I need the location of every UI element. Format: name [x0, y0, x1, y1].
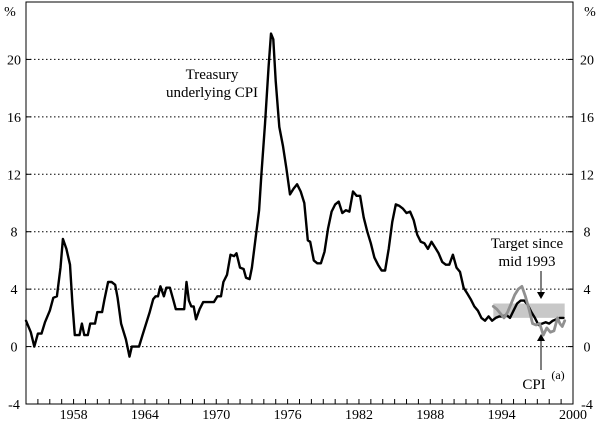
series-layer — [24, 32, 567, 358]
x-tick-label-1958: 1958 — [60, 408, 88, 423]
target-arrow-head — [537, 292, 545, 299]
plot-frame — [25, 1, 574, 405]
treasury-annotation-line1: Treasury — [186, 67, 239, 83]
y-unit-left: % — [4, 5, 16, 20]
y-tick-label-right-20: 20 — [580, 53, 594, 68]
y-tick-label-left-16: 16 — [7, 111, 21, 126]
y-tick-label-left-8: 8 — [11, 226, 18, 241]
y-tick-label-right-4: 4 — [584, 283, 591, 298]
y-tick-label-left--4: -4 — [8, 398, 20, 413]
y-tick-label-right--4: -4 — [581, 398, 593, 413]
x-tick-label-1970: 1970 — [202, 408, 230, 423]
y-tick-label-left-12: 12 — [7, 168, 21, 183]
cpi-arrow-head — [537, 334, 545, 341]
x-tick-label-1982: 1982 — [345, 408, 373, 423]
y-tick-label-right-0: 0 — [584, 341, 591, 356]
x-tick-label-2000: 2000 — [559, 408, 587, 423]
y-tick-label-right-12: 12 — [580, 168, 594, 183]
y-tick-label-right-16: 16 — [580, 111, 594, 126]
treasury-annotation-line2: underlying CPI — [166, 85, 258, 101]
gridlines — [26, 58, 573, 348]
y-tick-label-left-20: 20 — [7, 53, 21, 68]
y-tick-label-left-0: 0 — [11, 341, 18, 356]
target-annotation-line1: Target since — [491, 236, 564, 252]
series-line-1 — [24, 32, 565, 358]
plot-border — [25, 1, 574, 405]
y-tick-label-left-4: 4 — [11, 283, 18, 298]
x-tick-label-1976: 1976 — [274, 408, 302, 423]
x-tick-label-1988: 1988 — [416, 408, 444, 423]
x-tick-label-1994: 1994 — [488, 408, 516, 423]
y-unit-right: % — [584, 5, 596, 20]
axis-ticks — [25, 58, 574, 405]
cpi-annotation: CPI — [522, 377, 545, 393]
tick-labels: -4 -4 0 0 4 4 8 8 12 12 16 16 20 20 1958 1964 1970 1976 19… — [7, 53, 594, 423]
cpi-annotation-superscript: (a) — [551, 368, 564, 382]
series-line-2 — [491, 284, 567, 337]
x-tick-label-1964: 1964 — [131, 408, 159, 423]
y-tick-label-right-8: 8 — [584, 226, 591, 241]
target-annotation-line2: mid 1993 — [498, 254, 555, 270]
